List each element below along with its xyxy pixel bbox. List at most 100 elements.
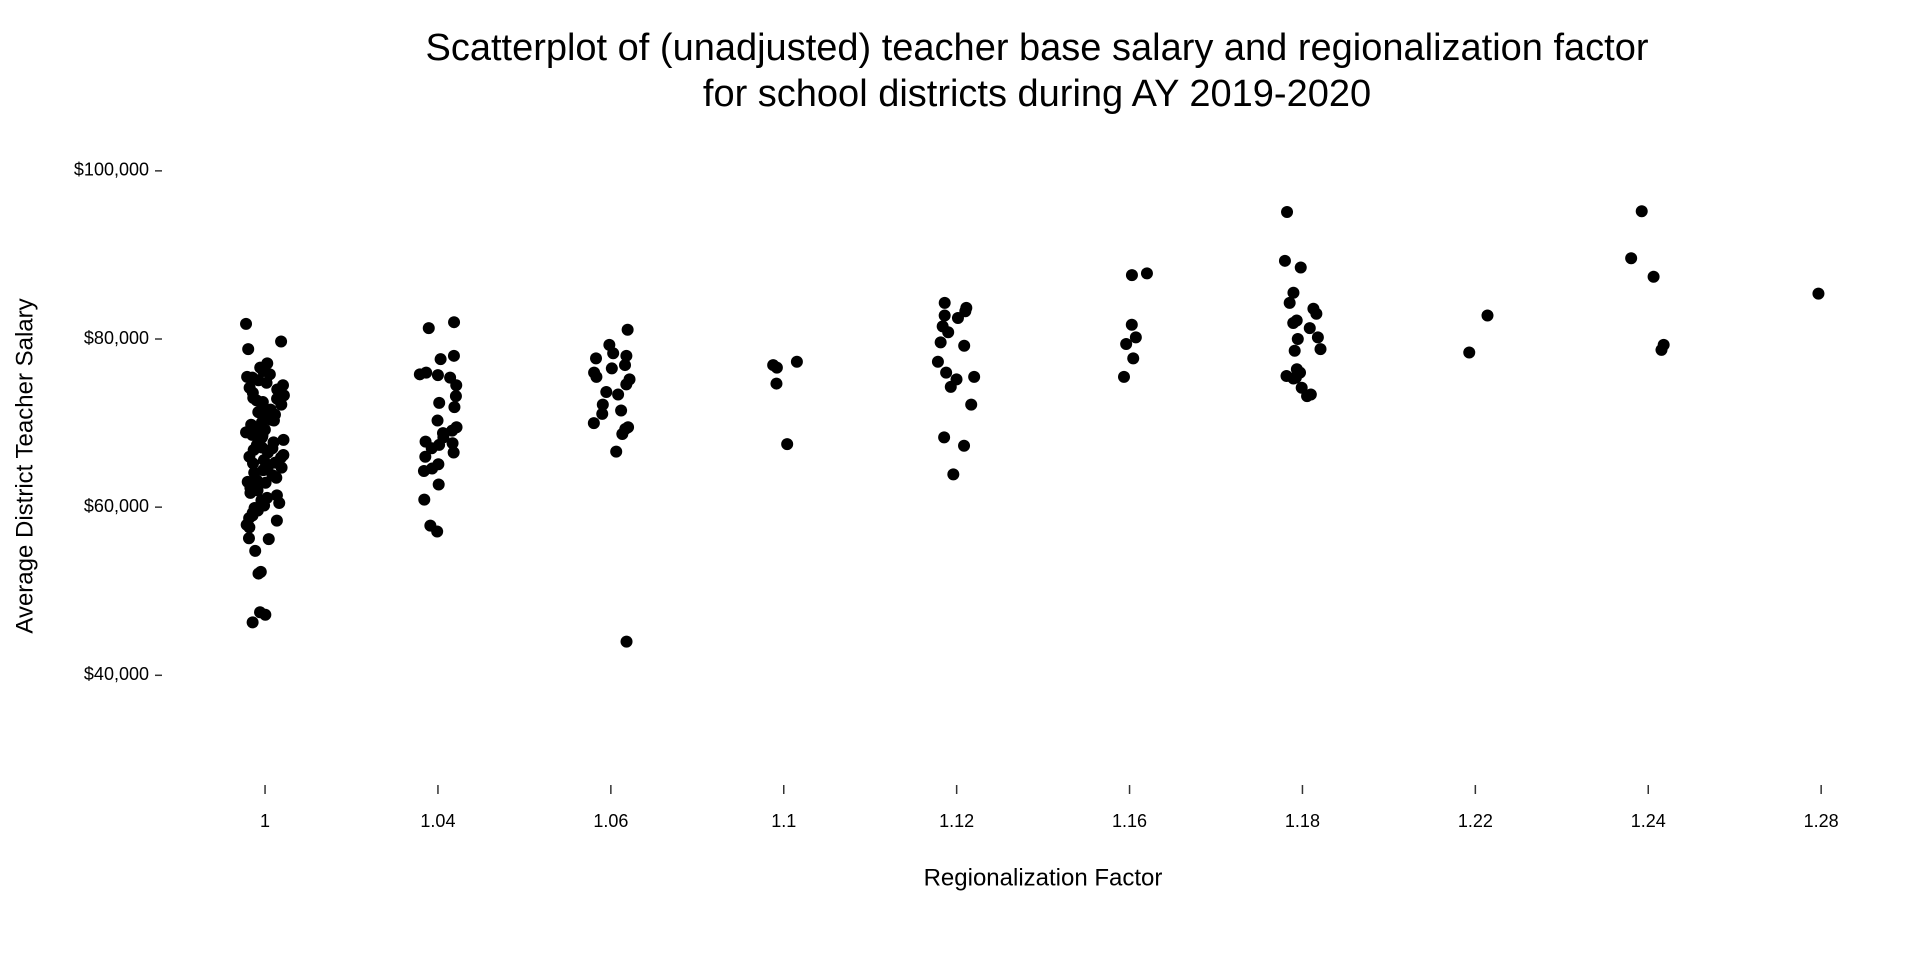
point	[1287, 286, 1300, 299]
point	[770, 361, 783, 374]
x-tick-label: 1.18	[1285, 811, 1320, 831]
point	[252, 406, 265, 419]
point	[1625, 252, 1638, 265]
x-axis-title: Regionalization Factor	[924, 864, 1163, 891]
point	[1655, 343, 1668, 356]
point	[940, 366, 953, 379]
point	[938, 296, 951, 309]
chart-subtitle: for school districts during AY 2019-2020	[703, 73, 1371, 115]
point	[241, 475, 254, 488]
x-tick-label: 1.24	[1631, 811, 1666, 831]
point	[450, 379, 463, 392]
point	[1647, 270, 1660, 283]
point	[620, 349, 633, 362]
point	[1287, 372, 1300, 385]
point	[250, 394, 263, 407]
point	[270, 514, 283, 527]
point	[1288, 344, 1301, 357]
point	[267, 414, 280, 427]
point	[790, 355, 803, 368]
point	[1291, 333, 1304, 346]
point	[1314, 343, 1327, 356]
chart-title: Scatterplot of (unadjusted) teacher base…	[425, 27, 1648, 69]
point	[434, 353, 447, 366]
point	[607, 347, 620, 360]
point	[243, 450, 256, 463]
point	[958, 339, 971, 352]
point	[620, 378, 633, 391]
point	[1635, 205, 1648, 218]
point	[244, 486, 257, 499]
point	[425, 442, 438, 455]
point	[1301, 390, 1314, 403]
point	[275, 461, 288, 474]
point	[243, 521, 256, 534]
point	[418, 493, 431, 506]
x-tick-label: 1.04	[420, 811, 455, 831]
point	[781, 438, 794, 451]
point	[432, 478, 445, 491]
point	[1812, 287, 1825, 300]
point	[587, 417, 600, 430]
point	[273, 496, 286, 509]
point	[249, 544, 262, 557]
point	[621, 323, 634, 336]
y-tick-label: $100,000	[74, 160, 149, 180]
y-axis-title: Average District Teacher Salary	[11, 298, 38, 633]
x-tick-label: 1	[260, 811, 270, 831]
point	[1117, 370, 1130, 383]
point	[431, 414, 444, 427]
point	[242, 532, 255, 545]
point	[612, 388, 625, 401]
point	[1303, 322, 1316, 335]
point	[260, 376, 273, 389]
point	[447, 349, 460, 362]
x-tick-label: 1.1	[771, 811, 796, 831]
point	[256, 429, 269, 442]
point	[938, 309, 951, 322]
point	[241, 370, 254, 383]
point	[965, 398, 978, 411]
point	[1278, 254, 1291, 267]
point	[275, 398, 288, 411]
point	[242, 343, 255, 356]
point	[590, 352, 603, 365]
y-tick-label: $60,000	[84, 496, 149, 516]
x-tick-label: 1.22	[1458, 811, 1493, 831]
point	[590, 370, 603, 383]
point	[433, 396, 446, 409]
point	[262, 533, 275, 546]
point	[596, 398, 609, 411]
point	[947, 468, 960, 481]
point	[252, 567, 265, 580]
x-tick-label: 1.06	[593, 811, 628, 831]
point	[266, 442, 279, 455]
point	[938, 431, 951, 444]
point	[419, 450, 432, 463]
point	[1283, 296, 1296, 309]
point	[1140, 267, 1153, 280]
point	[240, 317, 253, 330]
point	[968, 370, 981, 383]
point	[610, 445, 623, 458]
point	[942, 326, 955, 339]
point	[1125, 269, 1138, 282]
point	[257, 464, 270, 477]
point	[449, 390, 462, 403]
point	[605, 362, 618, 375]
point	[1310, 307, 1323, 320]
point	[275, 335, 288, 348]
point	[931, 355, 944, 368]
point	[1281, 206, 1294, 219]
point	[1127, 352, 1140, 365]
point	[596, 407, 609, 420]
point	[431, 525, 444, 538]
point	[944, 380, 957, 393]
point	[446, 424, 459, 437]
point	[243, 381, 256, 394]
point	[1481, 309, 1494, 322]
point	[270, 471, 283, 484]
point	[770, 377, 783, 390]
